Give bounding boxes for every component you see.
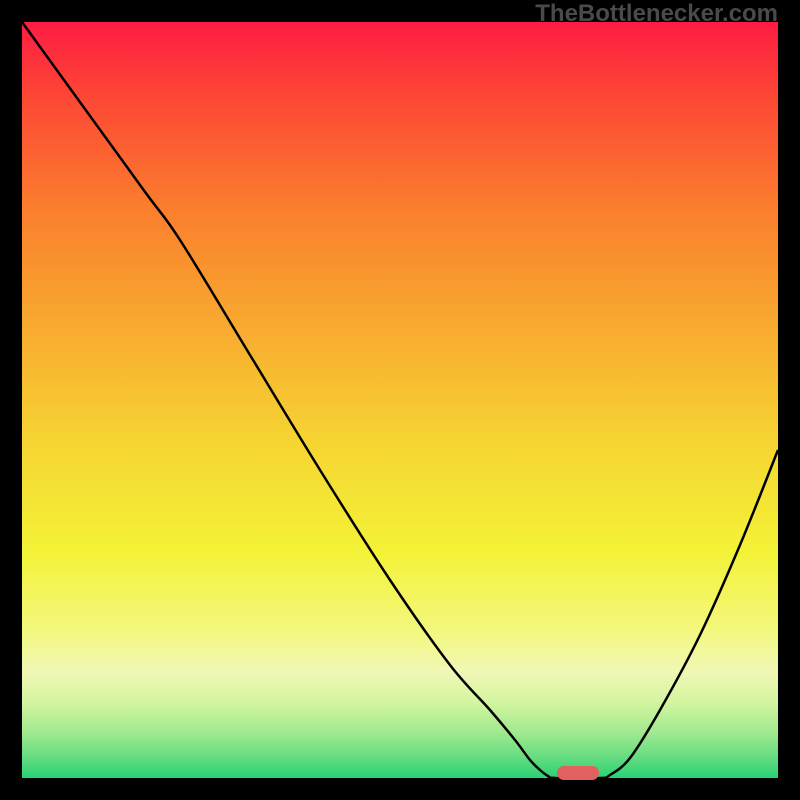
- bottleneck-curve: [22, 22, 778, 778]
- watermark-text: TheBottlenecker.com: [535, 0, 778, 28]
- chart-root: TheBottlenecker.com: [0, 0, 800, 800]
- curve-layer: [0, 0, 800, 800]
- optimum-marker: [557, 766, 599, 780]
- plot-area: [22, 22, 778, 778]
